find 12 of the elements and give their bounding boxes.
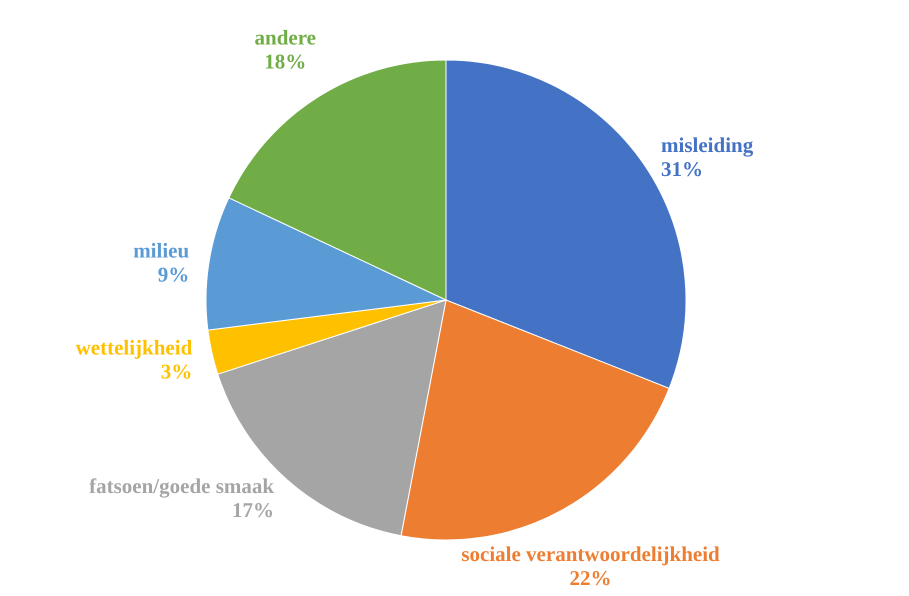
data-label: 9%	[158, 262, 190, 286]
slice-label: wettelijkheid	[76, 336, 193, 360]
data-label: 31%	[661, 156, 704, 181]
slice-label: sociale verantwoordelijkheid	[461, 542, 720, 566]
data-label: 18%	[264, 50, 306, 74]
data-label: 22%	[570, 566, 612, 590]
slice-label: andere	[254, 26, 316, 50]
data-label: 17%	[232, 498, 274, 522]
slice-label: milieu	[133, 238, 190, 262]
data-label: 3%	[160, 360, 192, 384]
slice-label: misleiding	[661, 132, 754, 157]
slice-label: fatsoen/goede smaak	[89, 474, 274, 498]
